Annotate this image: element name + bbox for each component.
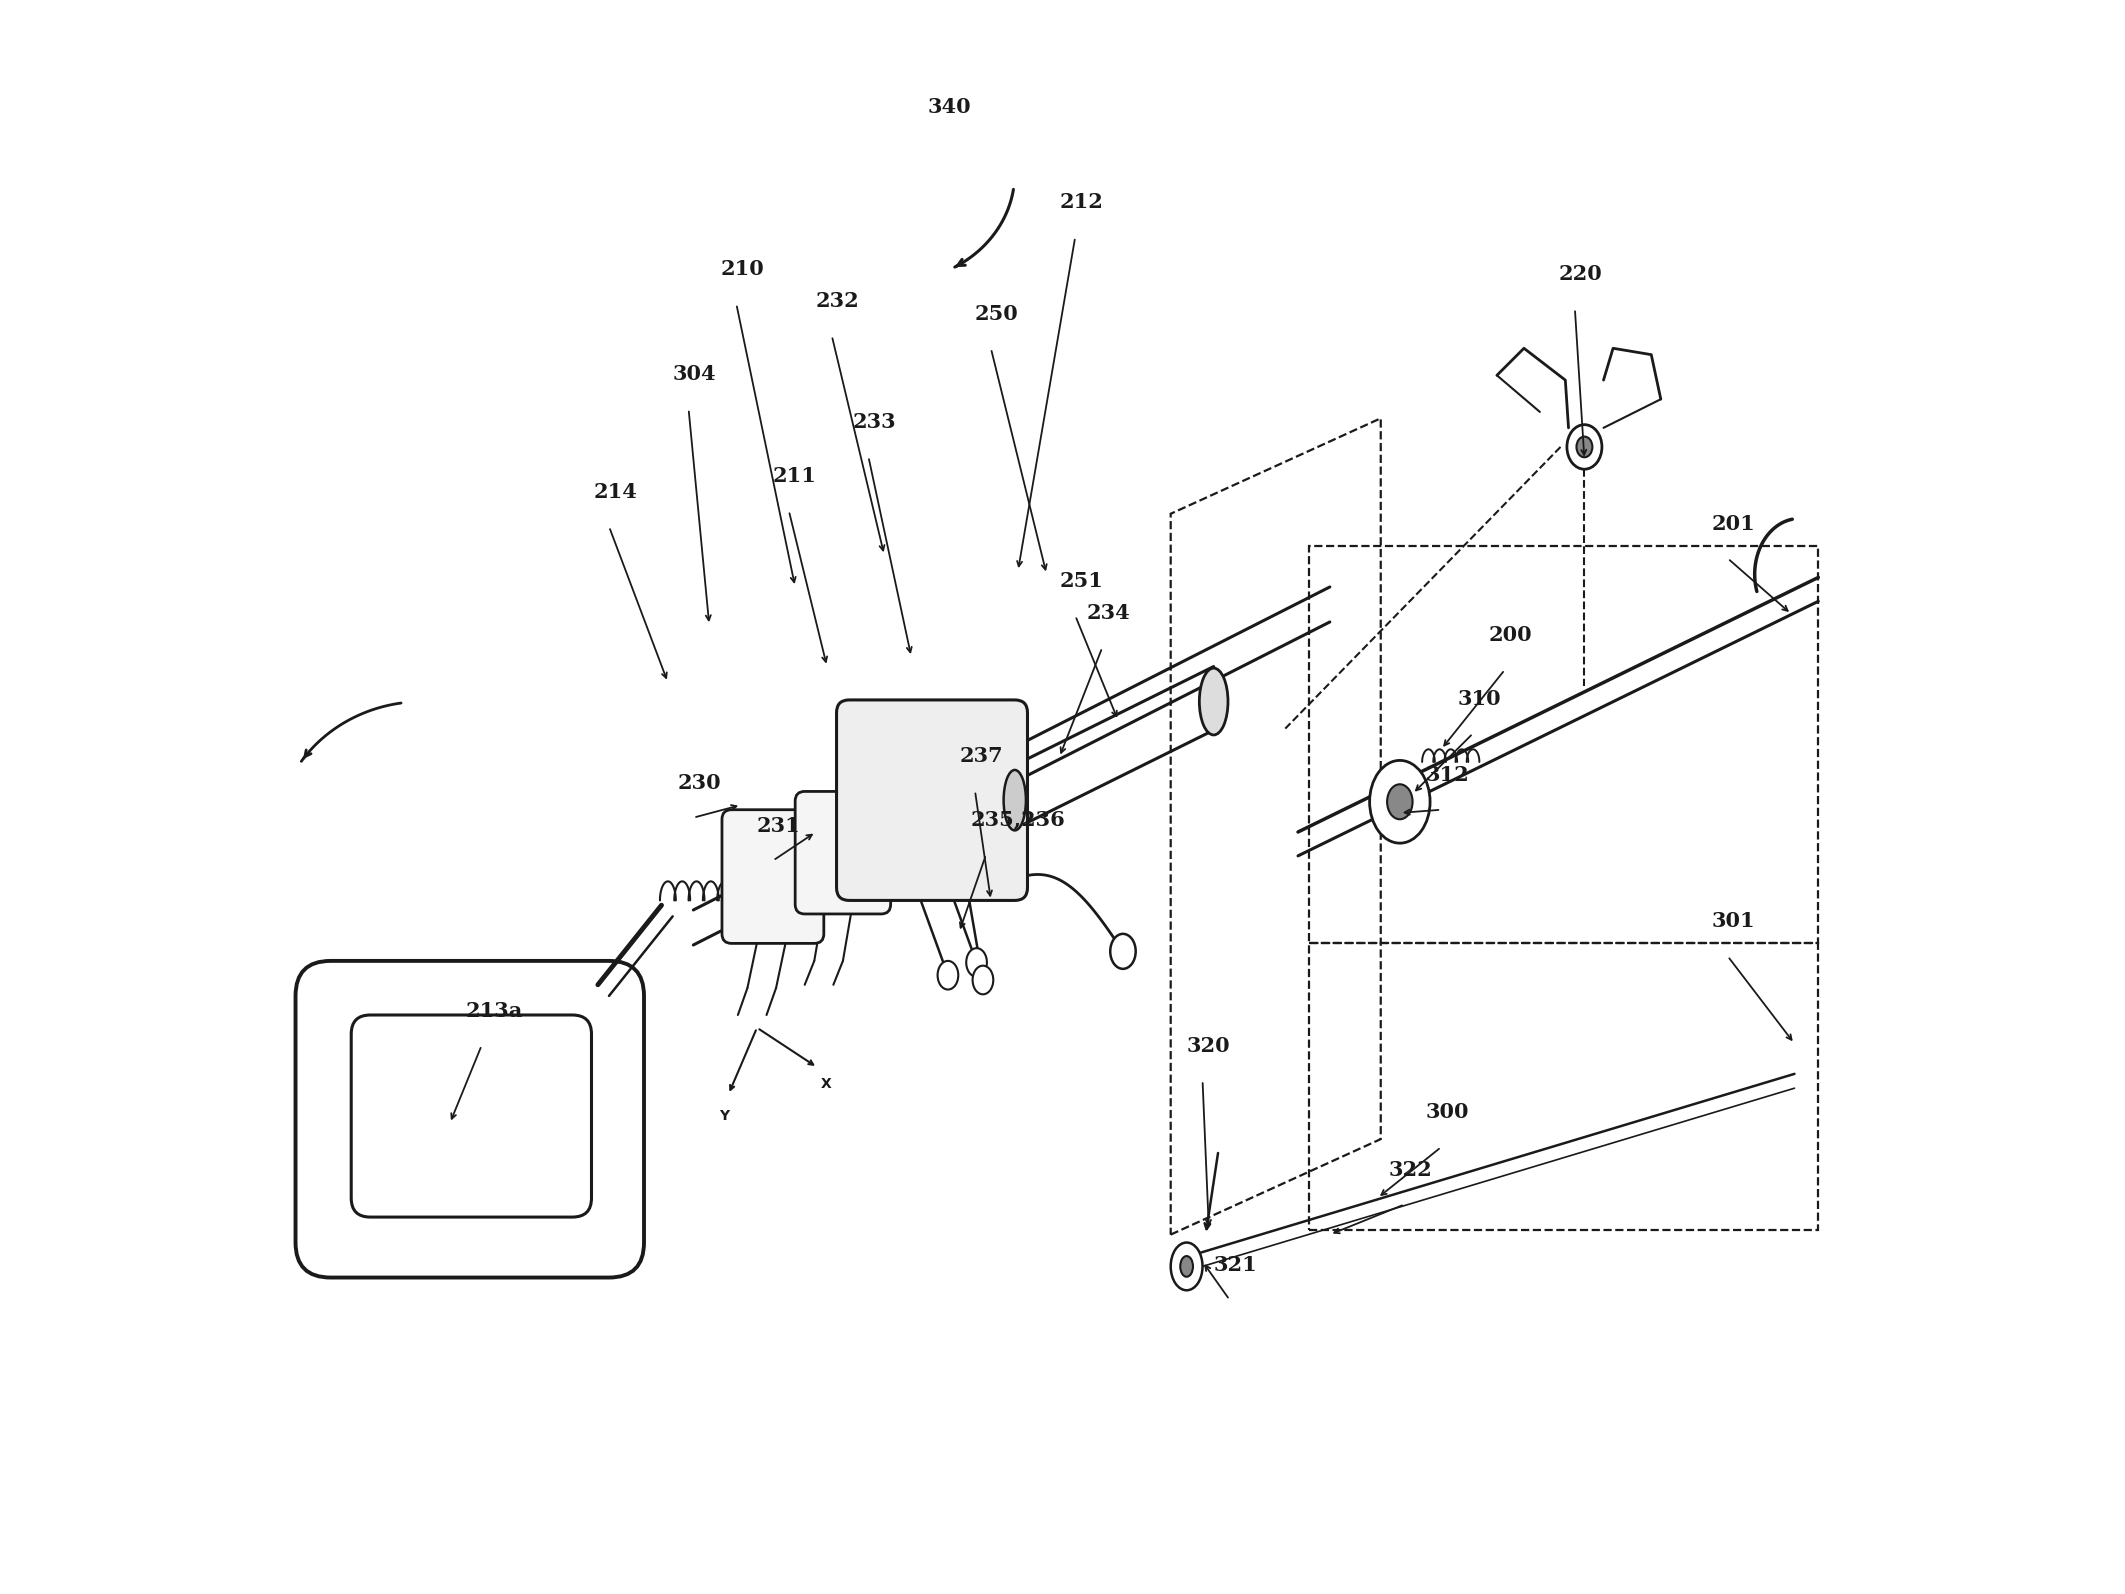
Text: 234: 234 bbox=[1086, 603, 1130, 623]
Ellipse shape bbox=[937, 961, 958, 990]
Ellipse shape bbox=[973, 966, 992, 995]
FancyBboxPatch shape bbox=[722, 810, 824, 944]
Text: 322: 322 bbox=[1390, 1160, 1432, 1180]
Text: 212: 212 bbox=[1060, 193, 1103, 212]
Ellipse shape bbox=[1577, 437, 1592, 457]
Text: 304: 304 bbox=[674, 363, 716, 384]
Ellipse shape bbox=[1566, 424, 1602, 469]
Text: 220: 220 bbox=[1560, 265, 1602, 284]
Text: 320: 320 bbox=[1186, 1036, 1230, 1055]
Text: 201: 201 bbox=[1713, 513, 1755, 534]
Text: 210: 210 bbox=[720, 260, 765, 279]
Text: 251: 251 bbox=[1060, 571, 1103, 591]
Text: 231: 231 bbox=[756, 816, 801, 835]
Text: 211: 211 bbox=[774, 465, 816, 486]
Text: 200: 200 bbox=[1490, 625, 1532, 646]
Text: 301: 301 bbox=[1713, 912, 1755, 931]
Ellipse shape bbox=[1109, 934, 1135, 969]
Text: 300: 300 bbox=[1426, 1103, 1468, 1122]
FancyBboxPatch shape bbox=[837, 700, 1028, 901]
Text: 250: 250 bbox=[975, 303, 1018, 324]
Text: 310: 310 bbox=[1458, 689, 1500, 709]
Ellipse shape bbox=[967, 948, 986, 977]
Ellipse shape bbox=[1371, 760, 1430, 843]
Text: 232: 232 bbox=[816, 290, 861, 311]
Text: 321: 321 bbox=[1213, 1254, 1258, 1275]
Text: X: X bbox=[820, 1078, 831, 1092]
Text: 213a: 213a bbox=[465, 1001, 523, 1020]
Ellipse shape bbox=[1388, 784, 1413, 819]
Text: 214: 214 bbox=[593, 481, 637, 502]
FancyBboxPatch shape bbox=[295, 961, 644, 1277]
Text: 230: 230 bbox=[678, 773, 720, 794]
Ellipse shape bbox=[1003, 770, 1026, 830]
Ellipse shape bbox=[1179, 1256, 1192, 1277]
FancyBboxPatch shape bbox=[351, 1015, 591, 1218]
Text: 312: 312 bbox=[1426, 765, 1468, 786]
Text: 233: 233 bbox=[852, 411, 897, 432]
Ellipse shape bbox=[1171, 1243, 1203, 1290]
FancyBboxPatch shape bbox=[795, 792, 890, 913]
Text: 340: 340 bbox=[926, 97, 971, 116]
Text: 235,236: 235,236 bbox=[971, 810, 1065, 829]
Ellipse shape bbox=[1198, 668, 1228, 735]
Text: Y: Y bbox=[718, 1109, 729, 1124]
Text: 237: 237 bbox=[958, 746, 1003, 767]
